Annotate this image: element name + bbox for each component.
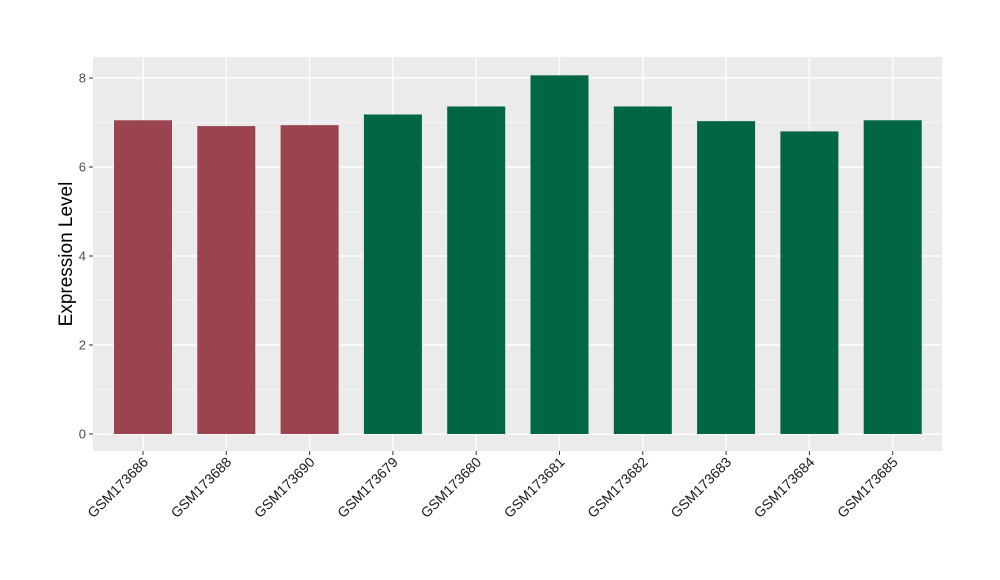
bar — [613, 106, 672, 434]
bar — [447, 106, 506, 434]
x-tick-label: GSM173683 — [667, 454, 734, 521]
bar — [530, 75, 589, 434]
x-tick-label: GSM173681 — [501, 454, 568, 521]
x-tick-label: GSM173682 — [584, 454, 651, 521]
bar — [114, 120, 172, 435]
x-tick-label: GSM173679 — [334, 454, 401, 521]
y-tick-label: 4 — [79, 249, 86, 264]
bars — [114, 75, 922, 435]
bar — [280, 125, 339, 435]
y-tick-label: 0 — [79, 427, 86, 442]
y-axis: 0 2 4 6 8 — [79, 71, 93, 442]
x-tick-label: GSM173688 — [168, 454, 235, 521]
x-tick-label: GSM173685 — [834, 454, 901, 521]
y-axis-title: Expression Level — [56, 182, 77, 327]
bar — [363, 114, 422, 435]
x-tick-label: GSM173684 — [751, 454, 818, 521]
bar — [780, 131, 839, 434]
bar — [197, 126, 256, 434]
x-tick-label: GSM173690 — [251, 454, 318, 521]
x-tick-label: GSM173686 — [84, 454, 151, 521]
y-tick-label: 2 — [79, 338, 86, 353]
x-axis: GSM173686 GSM173688 GSM173690 GSM173679 GSM1… — [84, 451, 901, 521]
y-tick-label: 6 — [79, 160, 86, 175]
x-tick-label: GSM173680 — [417, 454, 484, 521]
y-tick-label: 8 — [79, 71, 86, 86]
bar — [863, 120, 922, 435]
bar — [697, 121, 756, 434]
